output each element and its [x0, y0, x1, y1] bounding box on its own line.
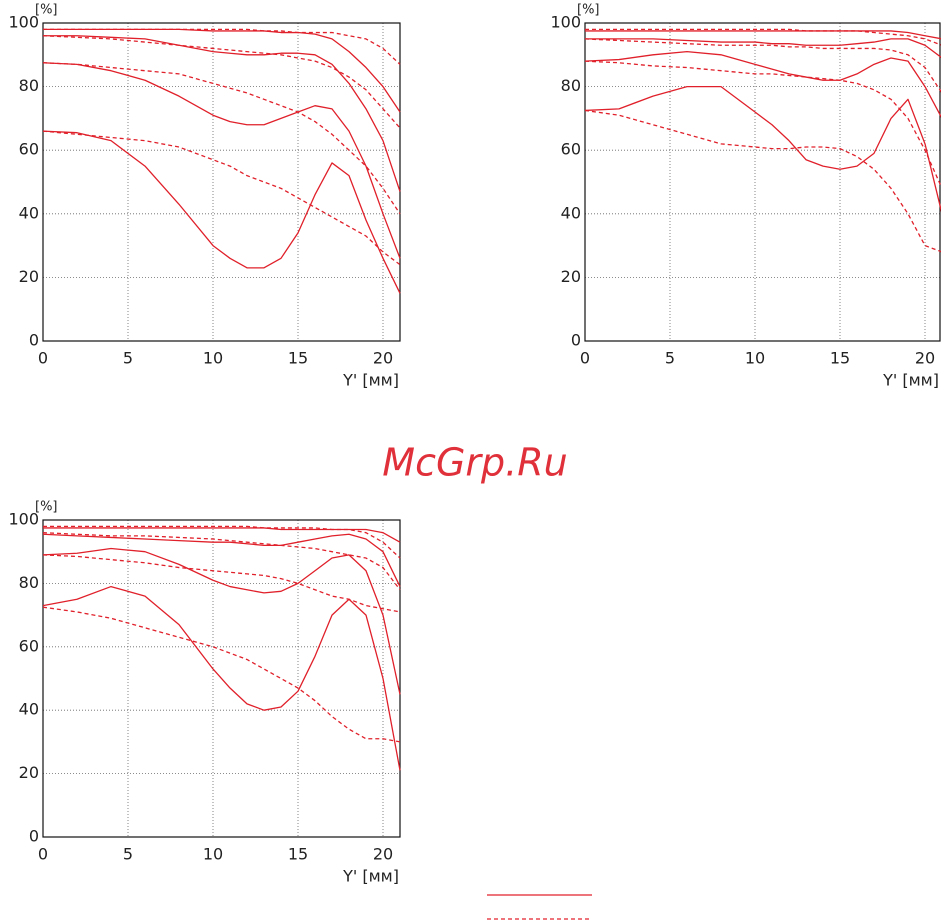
y-tick-label: 0 — [571, 331, 581, 350]
series-line — [585, 28, 941, 46]
series-line — [43, 28, 401, 65]
y-tick-label: 100 — [8, 13, 39, 32]
y-tick-label: 0 — [29, 827, 39, 846]
y-tick-label: 20 — [561, 267, 581, 286]
y-tick-label: 40 — [561, 203, 581, 222]
series-line — [584, 50, 941, 118]
y-tick-label: 100 — [550, 13, 581, 32]
x-axis-label: Y' [мм] — [342, 371, 399, 390]
x-axis-label: Y' [мм] — [342, 867, 399, 886]
x-tick-label: 10 — [745, 349, 765, 368]
y-tick-label: 80 — [19, 76, 39, 95]
y-tick-label: 100 — [8, 510, 39, 529]
series-line — [42, 554, 401, 613]
series-line — [42, 35, 401, 129]
x-tick-label: 15 — [830, 349, 850, 368]
plot-frame — [42, 22, 401, 342]
y-tick-label: 80 — [19, 573, 39, 592]
y-tick-label: 40 — [19, 700, 39, 719]
y-tick-label: 60 — [561, 140, 581, 159]
series-line — [42, 606, 401, 743]
y-tick-label: 0 — [29, 331, 39, 350]
series-line — [42, 62, 401, 259]
series-line — [43, 28, 401, 113]
x-tick-label: 15 — [288, 845, 308, 864]
y-axis-label: [%] — [35, 500, 58, 515]
y-tick-label: 40 — [19, 203, 39, 222]
series-line — [42, 533, 401, 587]
series-line — [42, 547, 401, 695]
x-tick-label: 0 — [580, 349, 590, 368]
x-tick-label: 0 — [38, 349, 48, 368]
series-line — [43, 527, 401, 543]
series-line — [42, 62, 401, 215]
x-tick-label: 20 — [373, 349, 393, 368]
y-tick-label: 80 — [561, 76, 581, 95]
series-line — [42, 130, 401, 294]
x-tick-label: 0 — [38, 845, 48, 864]
x-tick-label: 10 — [203, 845, 223, 864]
series-line — [584, 109, 941, 253]
plot-frame — [584, 22, 941, 342]
series-line — [42, 585, 401, 771]
x-axis-label: Y' [мм] — [882, 371, 939, 390]
y-tick-label: 60 — [19, 140, 39, 159]
x-tick-label: 20 — [915, 349, 935, 368]
watermark: McGrp.Ru — [382, 441, 567, 485]
series-line — [43, 35, 401, 192]
series-line — [585, 38, 941, 59]
series-line — [42, 532, 401, 591]
series-line — [585, 30, 941, 40]
plot-frame — [42, 519, 401, 838]
y-tick-label: 20 — [19, 267, 39, 286]
x-tick-label: 20 — [373, 845, 393, 864]
y-axis-label: [%] — [35, 3, 58, 18]
x-tick-label: 10 — [203, 349, 223, 368]
series-line — [42, 130, 401, 266]
y-tick-label: 20 — [19, 763, 39, 782]
y-axis-label: [%] — [577, 3, 600, 18]
series-line — [43, 525, 401, 559]
y-tick-label: 60 — [19, 636, 39, 655]
series-line — [584, 85, 941, 213]
x-tick-label: 15 — [288, 349, 308, 368]
x-tick-label: 5 — [123, 845, 133, 864]
x-tick-label: 5 — [123, 349, 133, 368]
x-tick-label: 5 — [665, 349, 675, 368]
